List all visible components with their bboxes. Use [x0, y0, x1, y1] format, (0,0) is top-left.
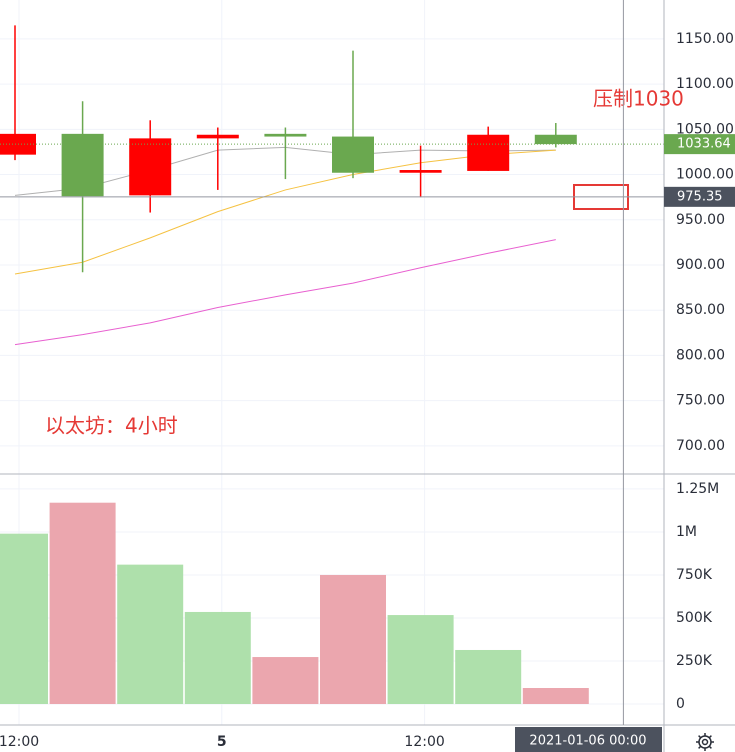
- y-tick-label: 1150.00: [676, 31, 734, 47]
- candle-body: [399, 170, 442, 173]
- axes: 1150.00 1100.00 1050.00 1000.00 950.00 900.00…: [0, 31, 735, 752]
- y-tick-label: 850.00: [676, 302, 725, 318]
- last-price-box: [664, 134, 735, 155]
- y-tick-label: 800.00: [676, 347, 725, 363]
- y-tick-label: 950.00: [676, 212, 725, 228]
- volume-bar: [0, 533, 48, 705]
- volume-bar: [49, 502, 116, 705]
- y-tick-label: 1.25M: [676, 481, 719, 497]
- y-tick-label: 1M: [676, 524, 697, 540]
- moving-average-line: [14, 149, 556, 275]
- candle-body: [129, 138, 172, 196]
- y-tick-label: 750K: [676, 567, 713, 583]
- candle-body: [534, 134, 577, 145]
- crosshair-time-box: [515, 727, 662, 752]
- candle-body: [332, 136, 374, 173]
- y-tick-label: 1100.00: [676, 76, 734, 92]
- annotation: 压制1030: [593, 87, 684, 111]
- y-tick-label: 750.00: [676, 393, 725, 409]
- y-tick-label: 250K: [676, 653, 713, 669]
- y-tick-label: 0: [676, 696, 685, 712]
- crosshair-price-label: 975.35: [677, 189, 723, 204]
- candle-body: [196, 134, 239, 139]
- price-pane: [0, 25, 664, 346]
- volume-bar: [387, 615, 454, 705]
- volume-bar: [455, 649, 522, 705]
- crosshair-time-label: 2021-01-06 00:00: [529, 734, 646, 749]
- y-tick-label: 1050.00: [676, 121, 734, 137]
- crosshair-price-box: [664, 186, 735, 207]
- last-price-label: 1033.64: [677, 137, 731, 152]
- settings-icon[interactable]: [696, 733, 714, 751]
- volume-bar: [117, 564, 184, 705]
- annotation: 以太坊：4小时: [45, 414, 178, 438]
- candle-body: [264, 133, 307, 137]
- x-tick-label: 12:00: [404, 734, 444, 750]
- y-tick-label: 900.00: [676, 257, 725, 273]
- x-tick-label: 12:00: [0, 734, 39, 750]
- y-tick-label: 700.00: [676, 438, 725, 454]
- volume-bar: [184, 611, 251, 705]
- volume-pane: [0, 502, 589, 705]
- volume-bar: [522, 688, 589, 705]
- y-tick-label: 500K: [676, 610, 713, 626]
- y-tick-label: 1000.00: [676, 167, 734, 183]
- x-tick-label: 5: [217, 734, 227, 750]
- volume-bar: [320, 574, 386, 705]
- moving-average-line: [14, 239, 556, 346]
- candle-body: [61, 133, 104, 197]
- volume-bar: [252, 657, 319, 705]
- candle-body: [467, 134, 510, 171]
